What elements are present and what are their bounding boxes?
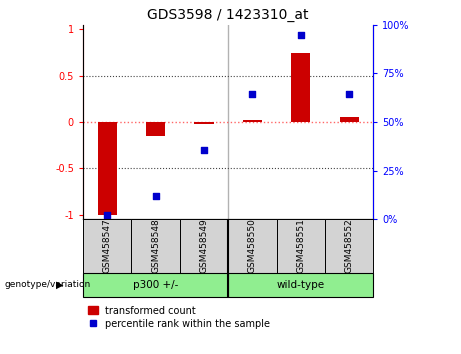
- Bar: [131, 219, 180, 273]
- Point: [152, 194, 160, 199]
- Text: GSM458552: GSM458552: [345, 219, 354, 273]
- Bar: [146, 122, 165, 136]
- Bar: [291, 53, 311, 122]
- Title: GDS3598 / 1423310_at: GDS3598 / 1423310_at: [148, 8, 309, 22]
- Bar: [83, 273, 228, 297]
- Text: GSM458551: GSM458551: [296, 218, 305, 274]
- Text: p300 +/-: p300 +/-: [133, 280, 178, 290]
- Bar: [180, 219, 228, 273]
- Text: GSM458547: GSM458547: [103, 219, 112, 273]
- Point: [346, 91, 353, 97]
- Bar: [242, 120, 262, 122]
- Bar: [83, 219, 131, 273]
- Text: genotype/variation: genotype/variation: [5, 280, 91, 290]
- Point: [297, 32, 304, 38]
- Bar: [195, 122, 214, 124]
- Legend: transformed count, percentile rank within the sample: transformed count, percentile rank withi…: [88, 306, 270, 329]
- Bar: [339, 118, 359, 122]
- Point: [200, 147, 207, 153]
- Bar: [228, 219, 277, 273]
- Bar: [97, 122, 117, 215]
- Text: GSM458548: GSM458548: [151, 219, 160, 273]
- Point: [103, 212, 111, 218]
- Bar: [325, 219, 373, 273]
- Text: GSM458550: GSM458550: [248, 218, 257, 274]
- Point: [249, 91, 256, 97]
- Bar: [228, 273, 373, 297]
- Text: wild-type: wild-type: [277, 280, 325, 290]
- Text: ▶: ▶: [56, 280, 64, 290]
- Bar: [277, 219, 325, 273]
- Text: GSM458549: GSM458549: [200, 219, 208, 273]
